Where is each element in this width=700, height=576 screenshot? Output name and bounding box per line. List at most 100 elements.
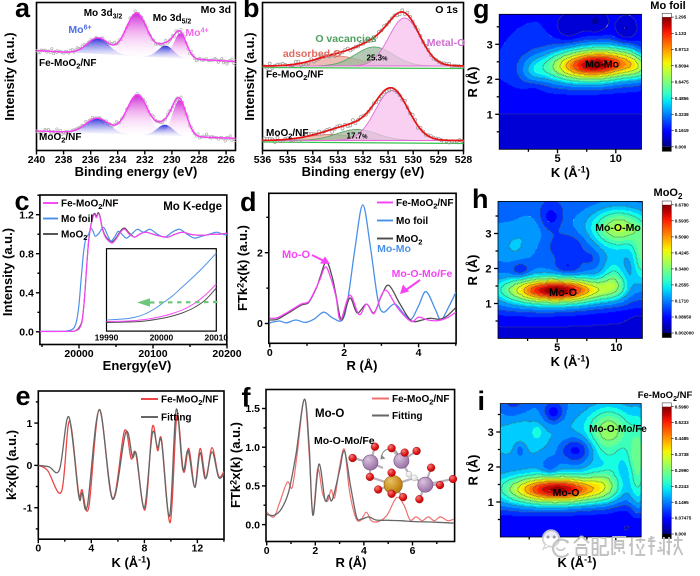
- svg-text:25.3%: 25.3%: [367, 54, 389, 63]
- svg-text:g: g: [473, 0, 490, 24]
- svg-text:0.3738: 0.3738: [675, 452, 689, 457]
- svg-text:MoO2/NF: MoO2/NF: [39, 132, 82, 145]
- svg-text:236: 236: [82, 154, 100, 166]
- svg-text:8: 8: [141, 543, 147, 555]
- svg-text:19990: 19990: [95, 333, 119, 343]
- svg-text:10: 10: [610, 342, 622, 354]
- svg-text:Mo-O: Mo-O: [553, 487, 580, 499]
- svg-text:R (Å): R (Å): [465, 254, 480, 285]
- svg-text:Mo-O: Mo-O: [315, 408, 344, 420]
- svg-text:0.2555: 0.2555: [675, 283, 689, 288]
- svg-text:Mo-Mo: Mo-Mo: [585, 59, 619, 71]
- svg-text:0.07475: 0.07475: [675, 516, 692, 521]
- svg-text:1.0: 1.0: [245, 442, 260, 454]
- svg-text:3: 3: [485, 229, 491, 241]
- svg-text:0.1710: 0.1710: [675, 299, 689, 304]
- svg-text:d: d: [240, 187, 257, 217]
- svg-text:Metal-O: Metal-O: [427, 37, 466, 49]
- svg-text:2: 2: [488, 462, 494, 474]
- svg-text:c: c: [15, 186, 30, 216]
- svg-text:Fe-MoO2/NF: Fe-MoO2/NF: [392, 394, 450, 407]
- svg-text:R (Å): R (Å): [346, 358, 377, 373]
- svg-text:4: 4: [361, 545, 367, 557]
- svg-text:20000: 20000: [64, 348, 93, 360]
- svg-text:Mo-Mo: Mo-Mo: [377, 243, 411, 255]
- svg-text:0.2990: 0.2990: [675, 468, 689, 473]
- svg-text:533: 533: [329, 154, 347, 166]
- svg-text:0.000: 0.000: [675, 532, 687, 537]
- svg-text:0.5980: 0.5980: [675, 404, 689, 409]
- svg-text:R (Å): R (Å): [335, 555, 366, 570]
- svg-text:h: h: [472, 184, 489, 214]
- svg-text:20100: 20100: [138, 348, 167, 360]
- svg-text:0.4: 0.4: [19, 288, 34, 300]
- svg-text:0.4245: 0.4245: [675, 251, 689, 256]
- svg-text:0.6780: 0.6780: [675, 202, 689, 207]
- svg-text:0.0: 0.0: [19, 327, 34, 339]
- svg-text:0.5935: 0.5935: [675, 218, 689, 223]
- svg-text:529: 529: [430, 154, 448, 166]
- svg-text:230: 230: [163, 154, 181, 166]
- svg-text:Fe-MoO2/NF: Fe-MoO2/NF: [161, 395, 219, 408]
- svg-text:f: f: [242, 383, 252, 413]
- svg-text:MoO2/NF: MoO2/NF: [266, 128, 309, 141]
- svg-text:adsorbed O: adsorbed O: [283, 48, 341, 60]
- svg-text:0.4856: 0.4856: [675, 96, 689, 101]
- svg-text:0.9713: 0.9713: [675, 47, 689, 52]
- svg-text:3: 3: [488, 427, 494, 439]
- svg-text:MoO2: MoO2: [61, 230, 87, 243]
- svg-text:12: 12: [192, 543, 204, 555]
- svg-text:O 1s: O 1s: [435, 4, 458, 16]
- svg-text:0.3238: 0.3238: [675, 112, 689, 117]
- svg-text:1.2: 1.2: [19, 209, 34, 221]
- svg-text:0.000: 0.000: [675, 144, 687, 149]
- svg-text:Mo-O-Mo/Fe: Mo-O-Mo/Fe: [392, 268, 453, 280]
- svg-text:234: 234: [109, 154, 127, 166]
- svg-text:Fe-MoO2/NF: Fe-MoO2/NF: [266, 70, 324, 83]
- svg-text:0: 0: [257, 318, 263, 330]
- svg-text:Mo-O-Mo: Mo-O-Mo: [595, 222, 640, 234]
- svg-text:1.295: 1.295: [675, 15, 687, 20]
- svg-text:-1: -1: [23, 502, 32, 514]
- svg-text:532: 532: [354, 154, 372, 166]
- svg-text:240: 240: [28, 154, 46, 166]
- svg-text:0.8: 0.8: [19, 248, 34, 260]
- svg-text:Mo-O: Mo-O: [549, 287, 578, 299]
- svg-text:0.8094: 0.8094: [675, 63, 689, 68]
- svg-text:Mo foil: Mo foil: [396, 216, 428, 227]
- svg-text:k2x(k) (a.u.): k2x(k) (a.u.): [4, 430, 19, 500]
- svg-text:MoO2: MoO2: [654, 187, 683, 201]
- svg-text:0: 0: [26, 460, 32, 472]
- svg-text:17.7%: 17.7%: [347, 132, 369, 141]
- svg-text:R (Å): R (Å): [465, 454, 480, 485]
- svg-text:1: 1: [487, 109, 493, 121]
- svg-text:226: 226: [217, 154, 235, 166]
- svg-text:10: 10: [610, 153, 622, 165]
- svg-text:Mo K-edge: Mo K-edge: [163, 201, 222, 213]
- svg-text:1: 1: [488, 497, 494, 509]
- svg-text:4: 4: [88, 543, 94, 555]
- svg-text:MoO2: MoO2: [396, 234, 422, 247]
- svg-text:0.5: 0.5: [245, 481, 260, 493]
- svg-text:0.5090: 0.5090: [675, 235, 689, 240]
- svg-text:0.1495: 0.1495: [675, 500, 689, 505]
- svg-text:6: 6: [410, 545, 416, 557]
- svg-text:2: 2: [257, 247, 263, 259]
- svg-text:Fe-MoO2/NF: Fe-MoO2/NF: [396, 198, 454, 211]
- svg-text:Mo foil: Mo foil: [61, 214, 93, 225]
- svg-text:0.6475: 0.6475: [675, 80, 689, 85]
- svg-text:Intensity (a.u.): Intensity (a.u.): [2, 32, 17, 120]
- svg-text:1: 1: [485, 299, 491, 311]
- svg-text:Mo 3d: Mo 3d: [201, 4, 231, 16]
- svg-text:FTk2x(k) (a.u.): FTk2x(k) (a.u.): [228, 422, 243, 508]
- svg-text:0.4485: 0.4485: [675, 436, 689, 441]
- svg-text:1.5: 1.5: [245, 403, 260, 415]
- svg-text:5: 5: [554, 342, 560, 354]
- svg-text:Fitting: Fitting: [161, 413, 192, 424]
- svg-text:Fe-MoO2/NF: Fe-MoO2/NF: [61, 199, 119, 212]
- svg-text:0.5233: 0.5233: [675, 420, 689, 425]
- svg-text:0.3400: 0.3400: [675, 267, 689, 272]
- svg-text:0.002000: 0.002000: [675, 331, 695, 336]
- svg-text:20010: 20010: [204, 333, 228, 343]
- svg-text:0.2243: 0.2243: [675, 484, 689, 489]
